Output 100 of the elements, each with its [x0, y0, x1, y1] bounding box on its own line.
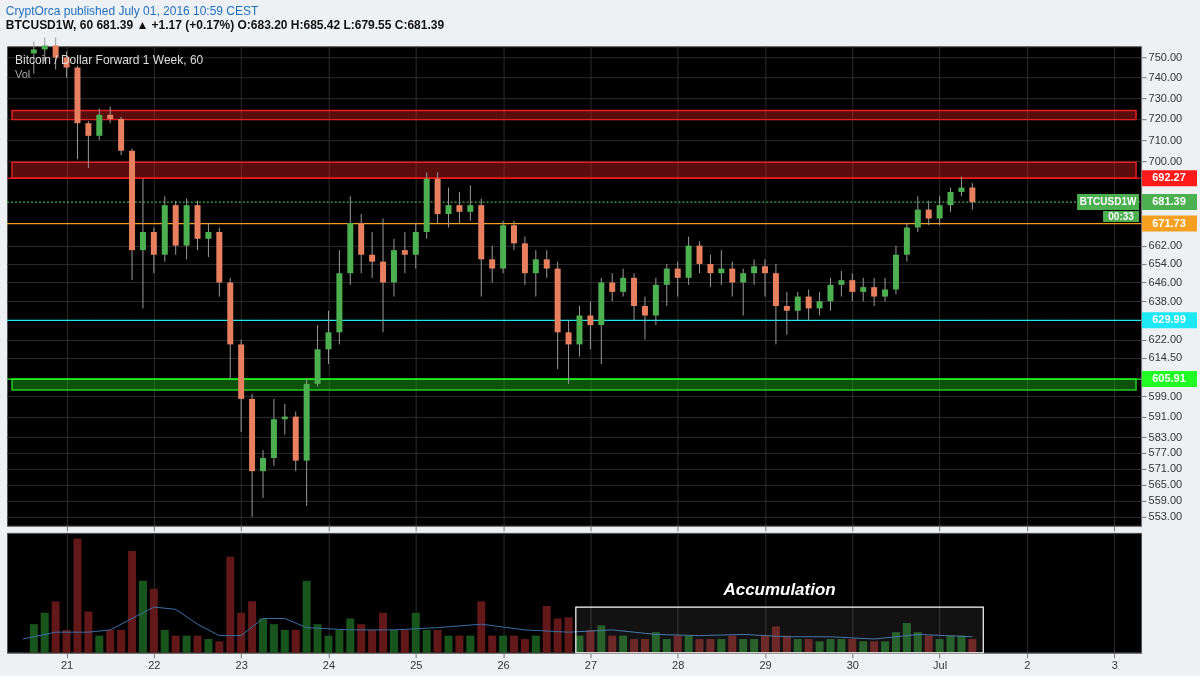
annotation: Vol [14, 68, 31, 81]
candlestick [827, 277, 834, 312]
bar [193, 635, 202, 653]
candlestick [489, 245, 496, 283]
y-tick-label: 571.00 [1148, 462, 1183, 475]
bar [269, 624, 278, 653]
x-tick-label: 28 [672, 659, 685, 672]
x-tick-label: 23 [235, 659, 248, 672]
candlestick [620, 268, 627, 298]
candlestick [882, 277, 889, 302]
bar [455, 635, 464, 653]
bar [640, 639, 649, 653]
candlestick [794, 291, 801, 321]
candlestick [958, 176, 965, 197]
x-tick-label: 26 [497, 659, 510, 672]
bar [935, 639, 944, 653]
bar [597, 625, 606, 653]
bar [553, 618, 562, 653]
candlestick [729, 261, 736, 298]
y-tick-label: 700.00 [1148, 154, 1183, 167]
bar [62, 629, 71, 653]
candlestick [96, 108, 103, 141]
bar [881, 641, 890, 653]
candlestick [663, 263, 670, 307]
bar [531, 635, 540, 653]
ref-line-label: 629.99 [1152, 313, 1186, 326]
bar [826, 639, 835, 653]
x-tick-label: 3 [1111, 659, 1118, 672]
bar [761, 635, 769, 653]
x-tick-label: 29 [759, 659, 772, 672]
bar [160, 629, 169, 653]
candlestick [707, 254, 714, 288]
y-tick-label: 654.00 [1148, 257, 1183, 270]
bar [29, 624, 38, 653]
candlestick [849, 272, 856, 302]
bar [411, 612, 420, 653]
bar [586, 629, 595, 653]
bar [51, 601, 60, 653]
candlestick [511, 220, 517, 251]
candlestick [565, 319, 572, 385]
candlestick [751, 258, 758, 286]
candlestick [740, 268, 747, 317]
bar [782, 635, 791, 653]
y-tick-label: 622.00 [1148, 333, 1183, 346]
bar [859, 641, 868, 653]
bar [673, 635, 682, 653]
bar [149, 588, 158, 653]
candlestick [205, 222, 212, 258]
bar [564, 617, 573, 653]
ref-line-label: 681.39 [1152, 195, 1186, 208]
bar [499, 635, 508, 653]
y-tick-label: 583.00 [1148, 430, 1183, 443]
candlestick [641, 296, 648, 341]
bar [444, 635, 453, 653]
bar [226, 556, 235, 653]
bar [389, 629, 398, 653]
y-tick-label: 646.00 [1148, 275, 1183, 288]
bar [368, 629, 377, 653]
bar [608, 635, 617, 653]
ref-line-label: 692.27 [1152, 171, 1186, 184]
bar [117, 629, 126, 653]
candlestick [150, 227, 157, 274]
y-tick-label: 710.00 [1148, 133, 1183, 146]
x-tick-label: 30 [846, 659, 859, 672]
bar [946, 635, 955, 653]
candlestick [325, 310, 332, 365]
bar [477, 601, 486, 653]
candlestick [380, 218, 387, 333]
bar [433, 629, 442, 653]
bar [706, 639, 715, 653]
y-tick-label: 638.00 [1148, 294, 1183, 307]
y-tick-label: 740.00 [1148, 71, 1183, 84]
y-tick-label: 662.00 [1148, 239, 1183, 252]
candlestick [543, 249, 550, 279]
x-tick-label: 27 [584, 659, 597, 672]
bar [182, 635, 191, 653]
bar [968, 639, 977, 653]
y-tick-label: 720.00 [1148, 112, 1183, 125]
bar [422, 629, 431, 653]
bar [106, 629, 115, 653]
bar [750, 639, 759, 653]
bar [793, 639, 802, 653]
bar [280, 629, 289, 653]
bar [913, 632, 922, 653]
bar [575, 635, 584, 653]
bar [324, 635, 333, 653]
annotation: 00:33 [1108, 211, 1135, 223]
bar [128, 551, 137, 653]
bar [138, 580, 147, 653]
bar [695, 639, 704, 653]
bar [815, 641, 824, 653]
x-tick-label: 2 [1024, 659, 1031, 672]
y-tick-label: 730.00 [1148, 91, 1183, 104]
candlestick [805, 289, 812, 321]
y-tick-label: 577.00 [1148, 446, 1183, 459]
bar [204, 639, 213, 653]
y-tick-label: 599.00 [1148, 389, 1183, 402]
y-tick-label: 750.00 [1148, 50, 1183, 63]
bar [891, 632, 900, 653]
bar [902, 623, 911, 653]
